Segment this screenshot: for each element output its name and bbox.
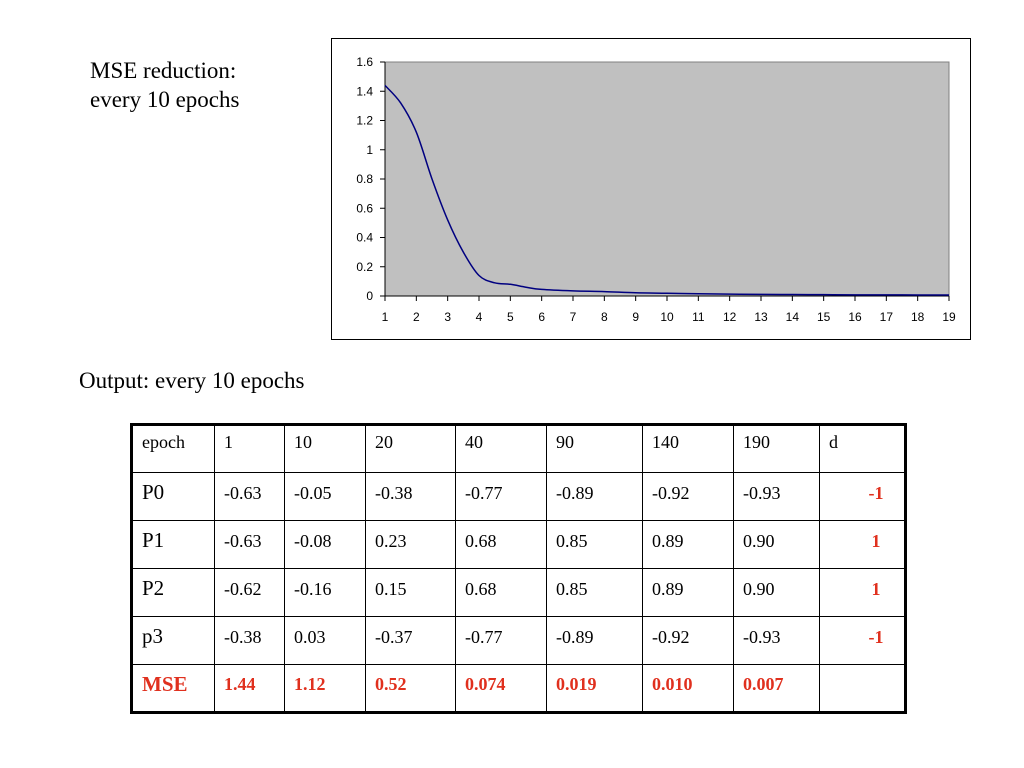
y-tick-label: 1 xyxy=(366,143,373,157)
value-cell: -0.38 xyxy=(365,472,456,521)
target-cell: -1 xyxy=(819,472,906,521)
mse-value-cell: 1.44 xyxy=(214,664,285,713)
value-cell: 0.90 xyxy=(733,520,820,569)
target-cell: 1 xyxy=(819,520,906,569)
header-cell: 40 xyxy=(455,424,547,473)
y-tick-label: 0.4 xyxy=(356,231,373,245)
mse-value-cell: 0.074 xyxy=(455,664,547,713)
mse-label: MSE xyxy=(131,664,215,713)
mse-empty-cell xyxy=(819,664,906,713)
x-tick-label: 14 xyxy=(786,310,800,324)
mse-value-cell: 0.019 xyxy=(546,664,643,713)
value-cell: -0.16 xyxy=(284,568,366,617)
y-axis: 0 0.2 0.4 0.6 0.8 1 1.2 1.4 1.6 xyxy=(356,55,386,303)
target-cell: 1 xyxy=(819,568,906,617)
value-cell: 0.23 xyxy=(365,520,456,569)
x-tick-label: 6 xyxy=(538,310,545,324)
value-cell: -0.93 xyxy=(733,616,820,665)
x-tick-label: 11 xyxy=(692,310,705,324)
x-tick-label: 12 xyxy=(723,310,737,324)
table-row: P1 -0.63 -0.08 0.23 0.68 0.85 0.89 0.90 1 xyxy=(131,520,906,569)
value-cell: -0.63 xyxy=(214,472,285,521)
header-cell: d xyxy=(819,424,906,473)
value-cell: 0.85 xyxy=(546,568,643,617)
chart-caption-line-1: MSE reduction: xyxy=(90,58,237,83)
chart-caption-line-2: every 10 epochs xyxy=(90,87,240,112)
value-cell: 0.89 xyxy=(642,568,734,617)
y-tick-label: 0.6 xyxy=(356,201,373,215)
mse-row: MSE 1.44 1.12 0.52 0.074 0.019 0.010 0.007 xyxy=(131,664,906,713)
plot-area xyxy=(384,61,950,297)
x-axis: 1 2 3 4 5 6 7 8 9 10 11 12 13 14 15 16 17 18 19 xyxy=(382,295,956,324)
value-cell: -0.77 xyxy=(455,616,547,665)
x-tick-label: 5 xyxy=(507,310,514,324)
x-tick-label: 10 xyxy=(660,310,674,324)
value-cell: -0.08 xyxy=(284,520,366,569)
y-tick-label: 0.2 xyxy=(356,260,373,274)
row-label: P1 xyxy=(131,520,215,569)
value-cell: -0.93 xyxy=(733,472,820,521)
value-cell: 0.03 xyxy=(284,616,366,665)
value-cell: -0.62 xyxy=(214,568,285,617)
mse-value-cell: 0.010 xyxy=(642,664,734,713)
mse-value-cell: 0.52 xyxy=(365,664,456,713)
value-cell: -0.38 xyxy=(214,616,285,665)
x-tick-label: 13 xyxy=(754,310,768,324)
value-cell: 0.90 xyxy=(733,568,820,617)
x-tick-label: 1 xyxy=(382,310,389,324)
mse-chart-svg: 00.20.40.60.811.21.41.6 1 2 3 4 5 6 7 8 9 10 11 12 1… xyxy=(356,55,956,324)
value-cell: 0.15 xyxy=(365,568,456,617)
y-tick-label: 1.2 xyxy=(356,114,373,128)
value-cell: 0.68 xyxy=(455,520,547,569)
y-tick-label: 0.8 xyxy=(356,172,373,186)
x-tick-label: 7 xyxy=(570,310,577,324)
table-row: p3 -0.38 0.03 -0.37 -0.77 -0.89 -0.92 -0.93 -1 xyxy=(131,616,906,665)
value-cell: -0.92 xyxy=(642,616,734,665)
value-cell: -0.92 xyxy=(642,472,734,521)
header-cell: 1 xyxy=(214,424,285,473)
mse-chart: 0 0.2 0.4 0.6 0.8 1 1.2 1.4 1.6 1 2 3 4 5 6 7 8 9 10 11 12 1… xyxy=(331,38,971,340)
output-caption: Output: every 10 epochs xyxy=(79,368,305,393)
value-cell: 0.68 xyxy=(455,568,547,617)
target-cell: -1 xyxy=(819,616,906,665)
x-tick-label: 18 xyxy=(911,310,925,324)
value-cell: 0.85 xyxy=(546,520,643,569)
value-cell: -0.77 xyxy=(455,472,547,521)
table-header-row: epoch 1 10 20 40 90 140 190 d xyxy=(131,424,906,473)
output-table: epoch 1 10 20 40 90 140 190 d P0 -0.63 -0.05 -0.38 -0… xyxy=(130,423,907,714)
value-cell: -0.89 xyxy=(546,472,643,521)
row-label: p3 xyxy=(131,616,215,665)
value-cell: 0.89 xyxy=(642,520,734,569)
x-tick-label: 15 xyxy=(817,310,831,324)
mse-series-line xyxy=(384,84,950,296)
value-cell: -0.89 xyxy=(546,616,643,665)
x-tick-label: 8 xyxy=(601,310,608,324)
header-cell: 20 xyxy=(365,424,456,473)
x-tick-label: 2 xyxy=(413,310,420,324)
y-tick-label: 0 xyxy=(366,289,373,303)
x-tick-label: 9 xyxy=(632,310,639,324)
table-row: P0 -0.63 -0.05 -0.38 -0.77 -0.89 -0.92 -0.93 -1 xyxy=(131,472,906,521)
x-tick-label: 19 xyxy=(942,310,956,324)
value-cell: -0.63 xyxy=(214,520,285,569)
chart-caption: MSE reduction: every 10 epochs xyxy=(90,56,320,114)
y-tick-label: 1.4 xyxy=(356,84,373,98)
value-cell: -0.05 xyxy=(284,472,366,521)
row-label: P2 xyxy=(131,568,215,617)
header-cell: 10 xyxy=(284,424,366,473)
header-cell: epoch xyxy=(131,424,215,473)
x-tick-label: 3 xyxy=(444,310,451,324)
y-tick-label: 1.6 xyxy=(356,55,373,69)
mse-value-cell: 0.007 xyxy=(733,664,820,713)
x-tick-label: 17 xyxy=(880,310,894,324)
x-tick-label: 4 xyxy=(476,310,483,324)
x-tick-label: 16 xyxy=(848,310,862,324)
value-cell: -0.37 xyxy=(365,616,456,665)
header-cell: 90 xyxy=(546,424,643,473)
row-label: P0 xyxy=(131,472,215,521)
table-row: P2 -0.62 -0.16 0.15 0.68 0.85 0.89 0.90 1 xyxy=(131,568,906,617)
header-cell: 190 xyxy=(733,424,820,473)
header-cell: 140 xyxy=(642,424,734,473)
mse-value-cell: 1.12 xyxy=(284,664,366,713)
